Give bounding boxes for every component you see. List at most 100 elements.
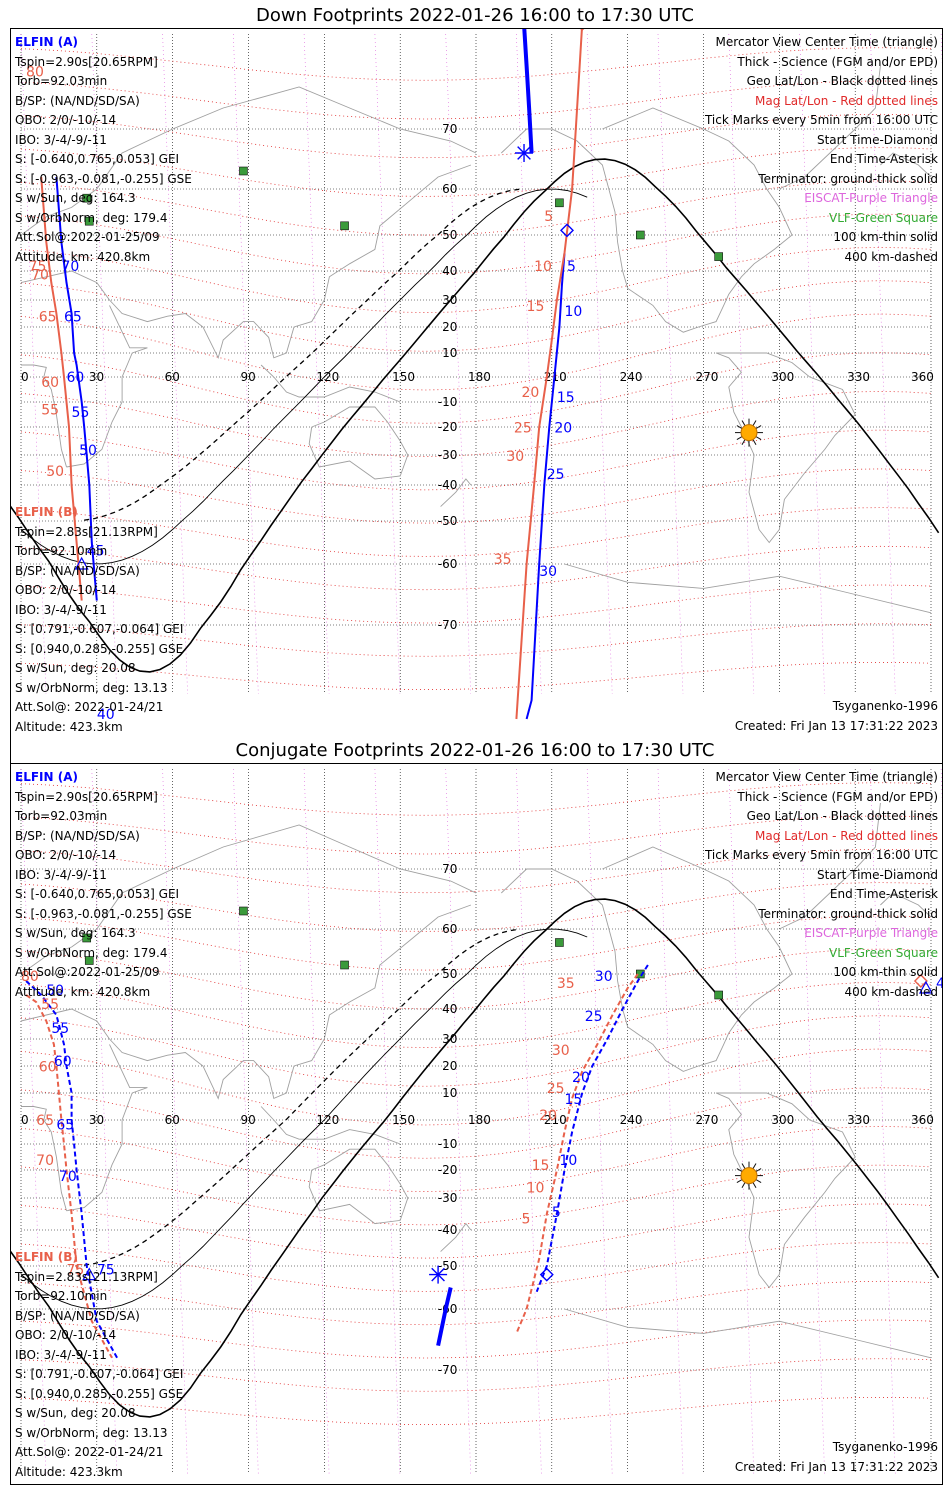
elfin-a-tick-label: 5 <box>567 259 576 275</box>
elfin-b-info: ELFIN (B) Tspin=2.83s[21.13RPM] Torb=92.1… <box>15 1248 183 1482</box>
elfin-b-info-line: Altitude: 423.3km <box>15 1464 123 1479</box>
mag-meridian <box>303 33 330 695</box>
mag-meridian <box>657 768 684 1475</box>
elfin-a-tick-label: 65 <box>56 1118 74 1134</box>
elfin-a-tick-label: 60 <box>54 1054 72 1070</box>
mag-parallel <box>20 80 932 120</box>
elfin-b-info-line: IBO: 3/-4/-9/-11 <box>15 1347 107 1362</box>
mag-parallel <box>20 981 932 1049</box>
elfin-a-info-line: IBO: 3/-4/-9/-11 <box>15 867 107 882</box>
legend-item: Thick - Science (FGM and/or EPD) <box>737 54 938 69</box>
elfin-a-info-line: IBO: 3/-4/-9/-11 <box>15 132 107 147</box>
coastline <box>779 65 881 190</box>
end-asterisk-icon <box>429 1265 448 1284</box>
down-footprints-panel: 0 30 60 90 120 150 180 210 240 270 300 330 360 70 60 50… <box>10 28 943 765</box>
vlf-station-icon <box>636 969 645 979</box>
lat-tick-label: 40 <box>442 264 457 278</box>
mag-parallel <box>20 584 932 624</box>
elfin-b-tick-label: 65 <box>36 1113 54 1129</box>
lat-tick-label: 50 <box>442 967 457 981</box>
mag-parallel <box>20 1125 932 1193</box>
lon-tick-label: 300 <box>771 370 794 384</box>
legend-item: VLF-Green Square <box>829 945 938 960</box>
lat-tick-label: -60 <box>438 557 458 571</box>
elfin-b-info-line: S w/Sun, deg: 20.08 <box>15 661 136 675</box>
elfin-b-tick-label: 60 <box>41 375 59 391</box>
elfin-b-tick-label: 75 <box>67 1263 85 1279</box>
mag-meridian <box>870 768 896 1475</box>
legend-item: Geo Lat/Lon - Black dotted lines <box>746 809 938 823</box>
lon-tick-label: 0 <box>21 370 29 384</box>
elfin-b-info-line: IBO: 3/-4/-9/-11 <box>15 602 107 617</box>
legend-item: End Time-Asterisk <box>829 887 938 901</box>
elfin-a-tick-label: 75 <box>97 1263 115 1279</box>
legend-item: Mag Lat/Lon - Red dotted lines <box>754 93 938 108</box>
lon-tick-label: 30 <box>89 1113 104 1127</box>
lat-tick-label: 30 <box>442 293 457 307</box>
elfin-b-track <box>40 176 83 601</box>
coastline <box>308 1148 409 1225</box>
lon-tick-label: 240 <box>620 1113 643 1127</box>
elfin-a-tick-label: 15 <box>557 390 575 406</box>
mag-parallel <box>20 1396 932 1426</box>
lat-tick-label: 70 <box>442 122 457 136</box>
coastline <box>500 107 793 333</box>
elfin-b-tick-label: 25 <box>547 1081 565 1097</box>
lon-tick-label: 90 <box>241 370 256 384</box>
legend-item: Terminator: ground-thick solid <box>758 906 938 921</box>
legend-item: 400 km-dashed <box>844 249 938 264</box>
mag-meridian <box>657 33 684 695</box>
mag-meridian <box>586 768 613 1475</box>
elfin-b-info-line: S: [0.791,-0.607,-0.064] GEI <box>15 1367 184 1381</box>
elfin-a-tick-label: 60 <box>67 370 85 386</box>
legend-item: 400 km-dashed <box>844 984 938 999</box>
coastline <box>715 352 856 544</box>
lat-tick-label: 50 <box>442 228 457 242</box>
mag-parallel <box>20 1319 932 1359</box>
mag-parallel <box>20 47 932 81</box>
elfin-a-info-line: Attitude, km: 420.8km <box>15 984 151 999</box>
elfin-b-track <box>25 994 113 1359</box>
start-diamond-icon <box>560 223 574 238</box>
conjugate-footprints-map: 0 30 60 90 120 150 180 210 240 270 300 330 360 70 60 50… <box>11 768 942 1475</box>
vlf-station-icon <box>714 252 723 261</box>
elfin-a-tick-label: 45 <box>87 543 105 559</box>
elfin-b-tick-label: 10 <box>534 259 552 275</box>
vlf-station-icon <box>714 990 723 1000</box>
mag-meridian <box>374 768 401 1475</box>
lon-tick-label: 270 <box>696 1113 719 1127</box>
elfin-a-info-line: S: [-0.963,-0.081,-0.255] GSE <box>15 906 192 921</box>
mag-meridian <box>516 768 542 1475</box>
elfin-a-tick-label: 30 <box>595 969 613 985</box>
lon-tick-label: 330 <box>847 370 870 384</box>
elfin-a-tick-label: 5 <box>552 1205 561 1221</box>
elfin-b-tick-label: 30 <box>552 1043 570 1059</box>
elfin-a-info-line: Tspin=2.90s[20.65RPM] <box>15 54 158 69</box>
elfin-a-info-line: OBO: 2/0/-10/-14 <box>15 848 117 862</box>
elfin-b-tick-label: 25 <box>514 421 532 437</box>
elfin-b-info-line: S w/OrbNorm, deg: 13.13 <box>15 1425 168 1440</box>
mag-parallel <box>20 545 932 591</box>
elfin-a-tick-label: 40 <box>97 707 115 723</box>
elfin-b-info-line: OBO: 2/0/-10/-14 <box>15 583 117 597</box>
elfin-a-info-line: B/SP: (NA/ND/SD/SA) <box>15 93 140 108</box>
lat-tick-label: 60 <box>442 922 457 936</box>
vlf-station-icon <box>239 906 248 916</box>
start-diamond-icon <box>913 974 928 988</box>
mag-parallel <box>20 113 932 159</box>
elfin-b-tick-label: 75 <box>29 259 47 275</box>
eiscat-triangle-icon <box>74 556 89 570</box>
mag-parallel <box>20 848 932 894</box>
map-layers: 0 30 60 90 120 150 180 210 240 270 300 330 360706050… <box>11 29 942 723</box>
map-layers: 0 30 60 90 120 150 180 210 240 270 300 330 360706050… <box>11 768 942 1475</box>
elfin-a-track <box>525 252 566 720</box>
elfin-a-tick-label: 70 <box>61 259 79 275</box>
elfin-b-tick-label: 35 <box>557 976 575 992</box>
elfin-a-info-line: S w/OrbNorm, deg: 179.4 <box>15 210 168 225</box>
elfin-b-tick-label: 60 <box>39 1059 57 1075</box>
coastline <box>440 1222 472 1252</box>
elfin-a-tick-label: 15 <box>564 1092 582 1108</box>
100km-line <box>20 928 588 1310</box>
lat-tick-label: 10 <box>442 1086 457 1100</box>
eiscat-triangle-icon <box>918 980 933 994</box>
